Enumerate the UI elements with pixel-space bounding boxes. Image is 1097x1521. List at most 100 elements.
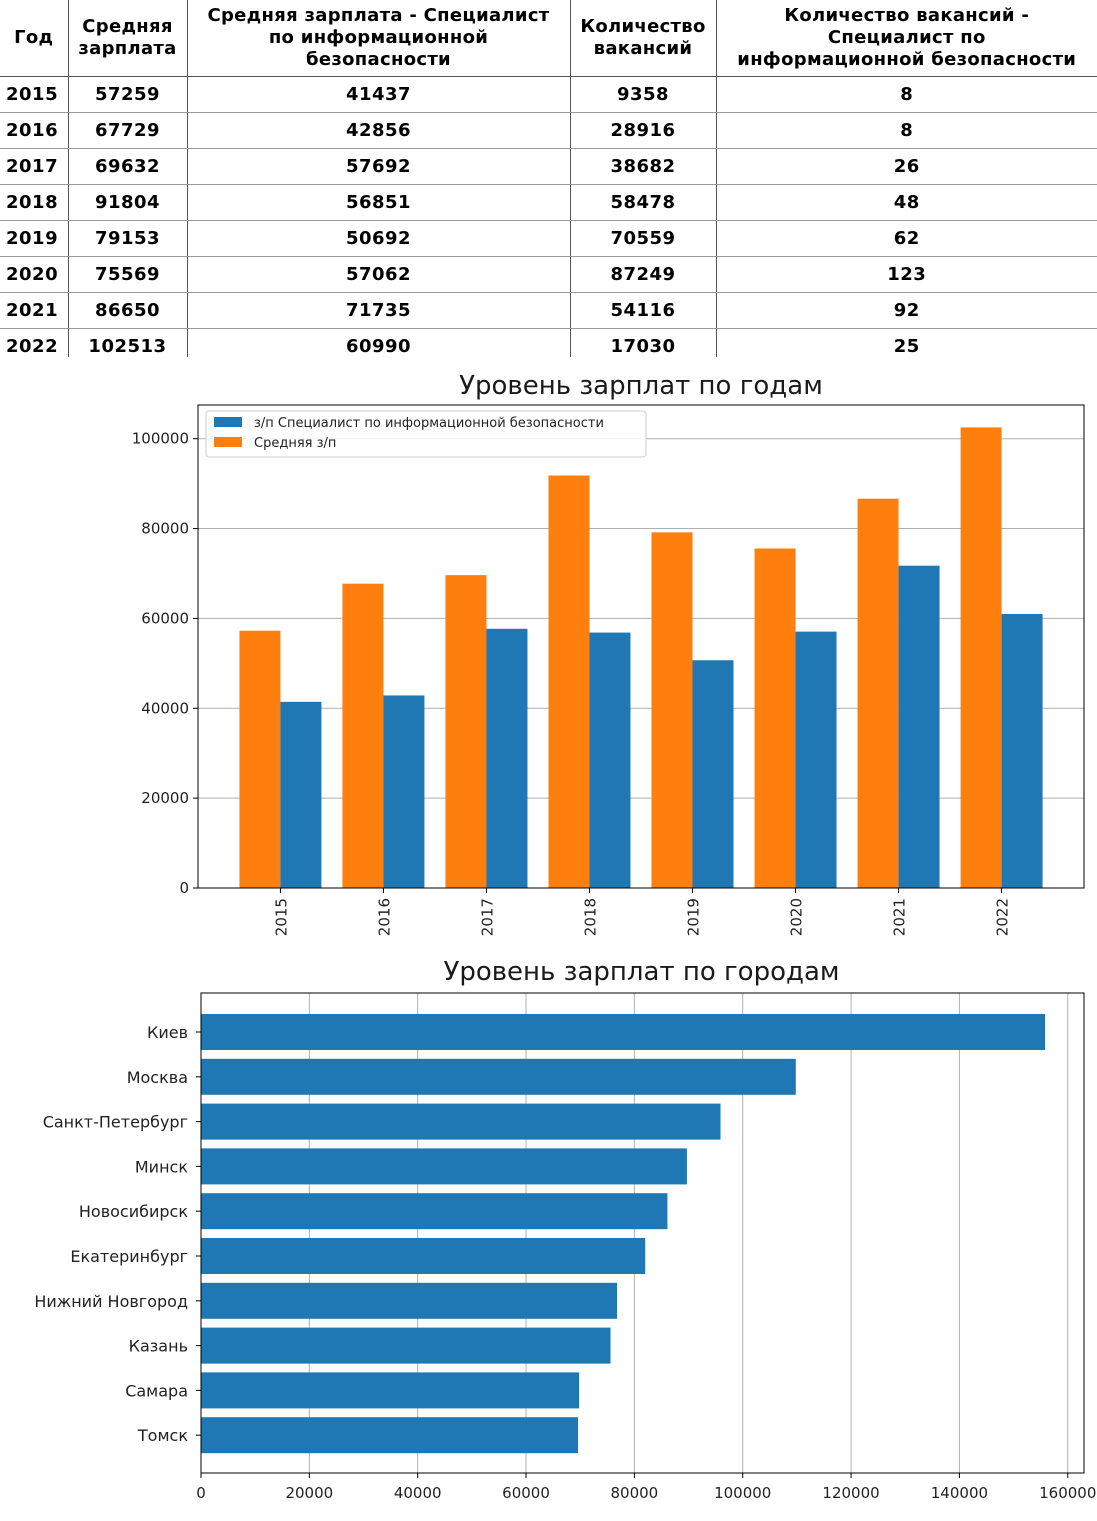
table-row: 2016 67729 42856 28916 8 <box>0 112 1097 149</box>
header-avg-salary: Средняя зарплата <box>67 0 188 77</box>
x-tick-label: 2021 <box>891 898 909 936</box>
table-cell: 8 <box>715 112 1097 149</box>
x-tick-label: 140000 <box>931 1484 988 1502</box>
table-cell: 62 <box>715 220 1097 257</box>
y-tick-label: Томск <box>137 1426 188 1445</box>
table-cell: 56851 <box>186 184 571 221</box>
table-cell: 102513 <box>67 328 188 357</box>
y-tick-label: Москва <box>127 1068 188 1087</box>
city-bar <box>201 1238 646 1274</box>
table-cell: 26 <box>715 148 1097 185</box>
x-tick-label: 40000 <box>394 1484 442 1502</box>
bar-avg-salary <box>754 548 796 888</box>
bar-avg-salary <box>548 475 590 888</box>
x-tick-label: 2018 <box>581 898 599 936</box>
x-tick-label: 2017 <box>478 898 496 936</box>
legend-box <box>205 410 647 458</box>
bar-avg-salary <box>239 630 281 888</box>
bar-infosec-salary <box>898 565 940 888</box>
y-tick-label: 40000 <box>141 699 189 717</box>
table-cell: 58478 <box>569 184 717 221</box>
table-cell: 8 <box>715 76 1097 113</box>
legend-label: з/п Специалист по информационной безопас… <box>254 416 604 431</box>
header-line: Средняя зарплата - Специалист <box>207 5 550 26</box>
y-tick-label: Самара <box>125 1381 188 1400</box>
header-line: Средняя <box>82 16 173 37</box>
table-cell: 2018 <box>0 184 69 221</box>
legend: з/п Специалист по информационной безопас… <box>205 410 647 458</box>
table-row: 2020 75569 57062 87249 123 <box>0 256 1097 293</box>
table-cell: 123 <box>715 256 1097 293</box>
bar-infosec-salary <box>486 628 528 888</box>
y-tick-label: 0 <box>179 879 189 897</box>
bar-infosec-salary <box>589 632 631 888</box>
table-cell: 60990 <box>186 328 571 357</box>
header-line: информационной безопасности <box>737 49 1077 70</box>
bar-avg-salary <box>960 427 1002 888</box>
table-body: 2015 57259 41437 9358 8 2016 67729 42856 28916 8 2… <box>0 76 1097 357</box>
y-tick-label: 20000 <box>141 789 189 807</box>
y-tick-label: Нижний Новгород <box>34 1292 188 1311</box>
chart-title: Уровень зарплат по городам <box>443 957 839 987</box>
table-cell: 17030 <box>569 328 717 357</box>
bar-infosec-salary <box>383 695 425 888</box>
table-cell: 28916 <box>569 112 717 149</box>
city-bar <box>201 1103 721 1140</box>
city-bar <box>201 1417 579 1454</box>
table-cell: 87249 <box>569 256 717 293</box>
city-bar <box>201 1058 796 1095</box>
y-tick-label: Казань <box>129 1337 188 1356</box>
table-row: 2018 91804 56851 58478 48 <box>0 184 1097 221</box>
x-tick-label: 60000 <box>502 1484 550 1502</box>
header-vacancies-infosec: Количество вакансий - Специалист по инфо… <box>715 0 1097 77</box>
city-bar <box>201 1148 687 1185</box>
vacancy-table: Год Средняя зарплата Средняя зарплата - … <box>0 0 1097 357</box>
table-cell: 9358 <box>569 76 717 113</box>
table-row: 2022 102513 60990 17030 25 <box>0 328 1097 357</box>
table-cell: 2016 <box>0 112 69 149</box>
table-row: 2015 57259 41437 9358 8 <box>0 76 1097 113</box>
y-tick-label: Новосибирск <box>79 1202 188 1221</box>
header-line: Специалист по <box>827 27 986 48</box>
y-tick-label: Киев <box>147 1023 188 1042</box>
table-cell: 41437 <box>186 76 571 113</box>
table-cell: 86650 <box>67 292 188 329</box>
x-tick-label: 160000 <box>1039 1484 1096 1502</box>
table-cell: 57692 <box>186 148 571 185</box>
city-bar <box>201 1327 611 1364</box>
city-bar <box>201 1014 1045 1050</box>
legend-swatch <box>214 437 242 447</box>
table-row: 2021 86650 71735 54116 92 <box>0 292 1097 329</box>
table-cell: 92 <box>715 292 1097 329</box>
table-cell: 69632 <box>67 148 188 185</box>
legend-label: Средняя з/п <box>254 436 336 451</box>
y-tick-label: 60000 <box>141 609 189 627</box>
table-cell: 38682 <box>569 148 717 185</box>
city-bar <box>201 1282 618 1319</box>
x-tick-label: 100000 <box>714 1484 771 1502</box>
header-year: Год <box>0 0 69 77</box>
table-cell: 42856 <box>186 112 571 149</box>
x-tick-label: 2022 <box>994 898 1012 936</box>
header-vacancies: Количество вакансий <box>569 0 717 77</box>
bar-infosec-salary <box>280 701 322 888</box>
bar-avg-salary <box>857 498 899 888</box>
legend-swatch <box>214 417 242 427</box>
table-cell: 2022 <box>0 328 69 357</box>
table-cell: 70559 <box>569 220 717 257</box>
bar-infosec-salary <box>795 631 837 888</box>
chart-title: Уровень зарплат по годам <box>459 371 823 401</box>
table-row: 2017 69632 57692 38682 26 <box>0 148 1097 185</box>
table-row: 2019 79153 50692 70559 62 <box>0 220 1097 257</box>
header-line: Количество <box>580 16 706 37</box>
x-tick-label: 0 <box>196 1484 206 1502</box>
table-cell: 57259 <box>67 76 188 113</box>
x-tick-label: 2020 <box>788 898 806 936</box>
table-cell: 25 <box>715 328 1097 357</box>
table-header-row: Год Средняя зарплата Средняя зарплата - … <box>0 0 1097 77</box>
x-tick-label: 2016 <box>375 898 393 936</box>
header-line: вакансий <box>593 38 693 59</box>
table-cell: 79153 <box>67 220 188 257</box>
header-avg-salary-infosec: Средняя зарплата - Специалист по информа… <box>186 0 571 77</box>
